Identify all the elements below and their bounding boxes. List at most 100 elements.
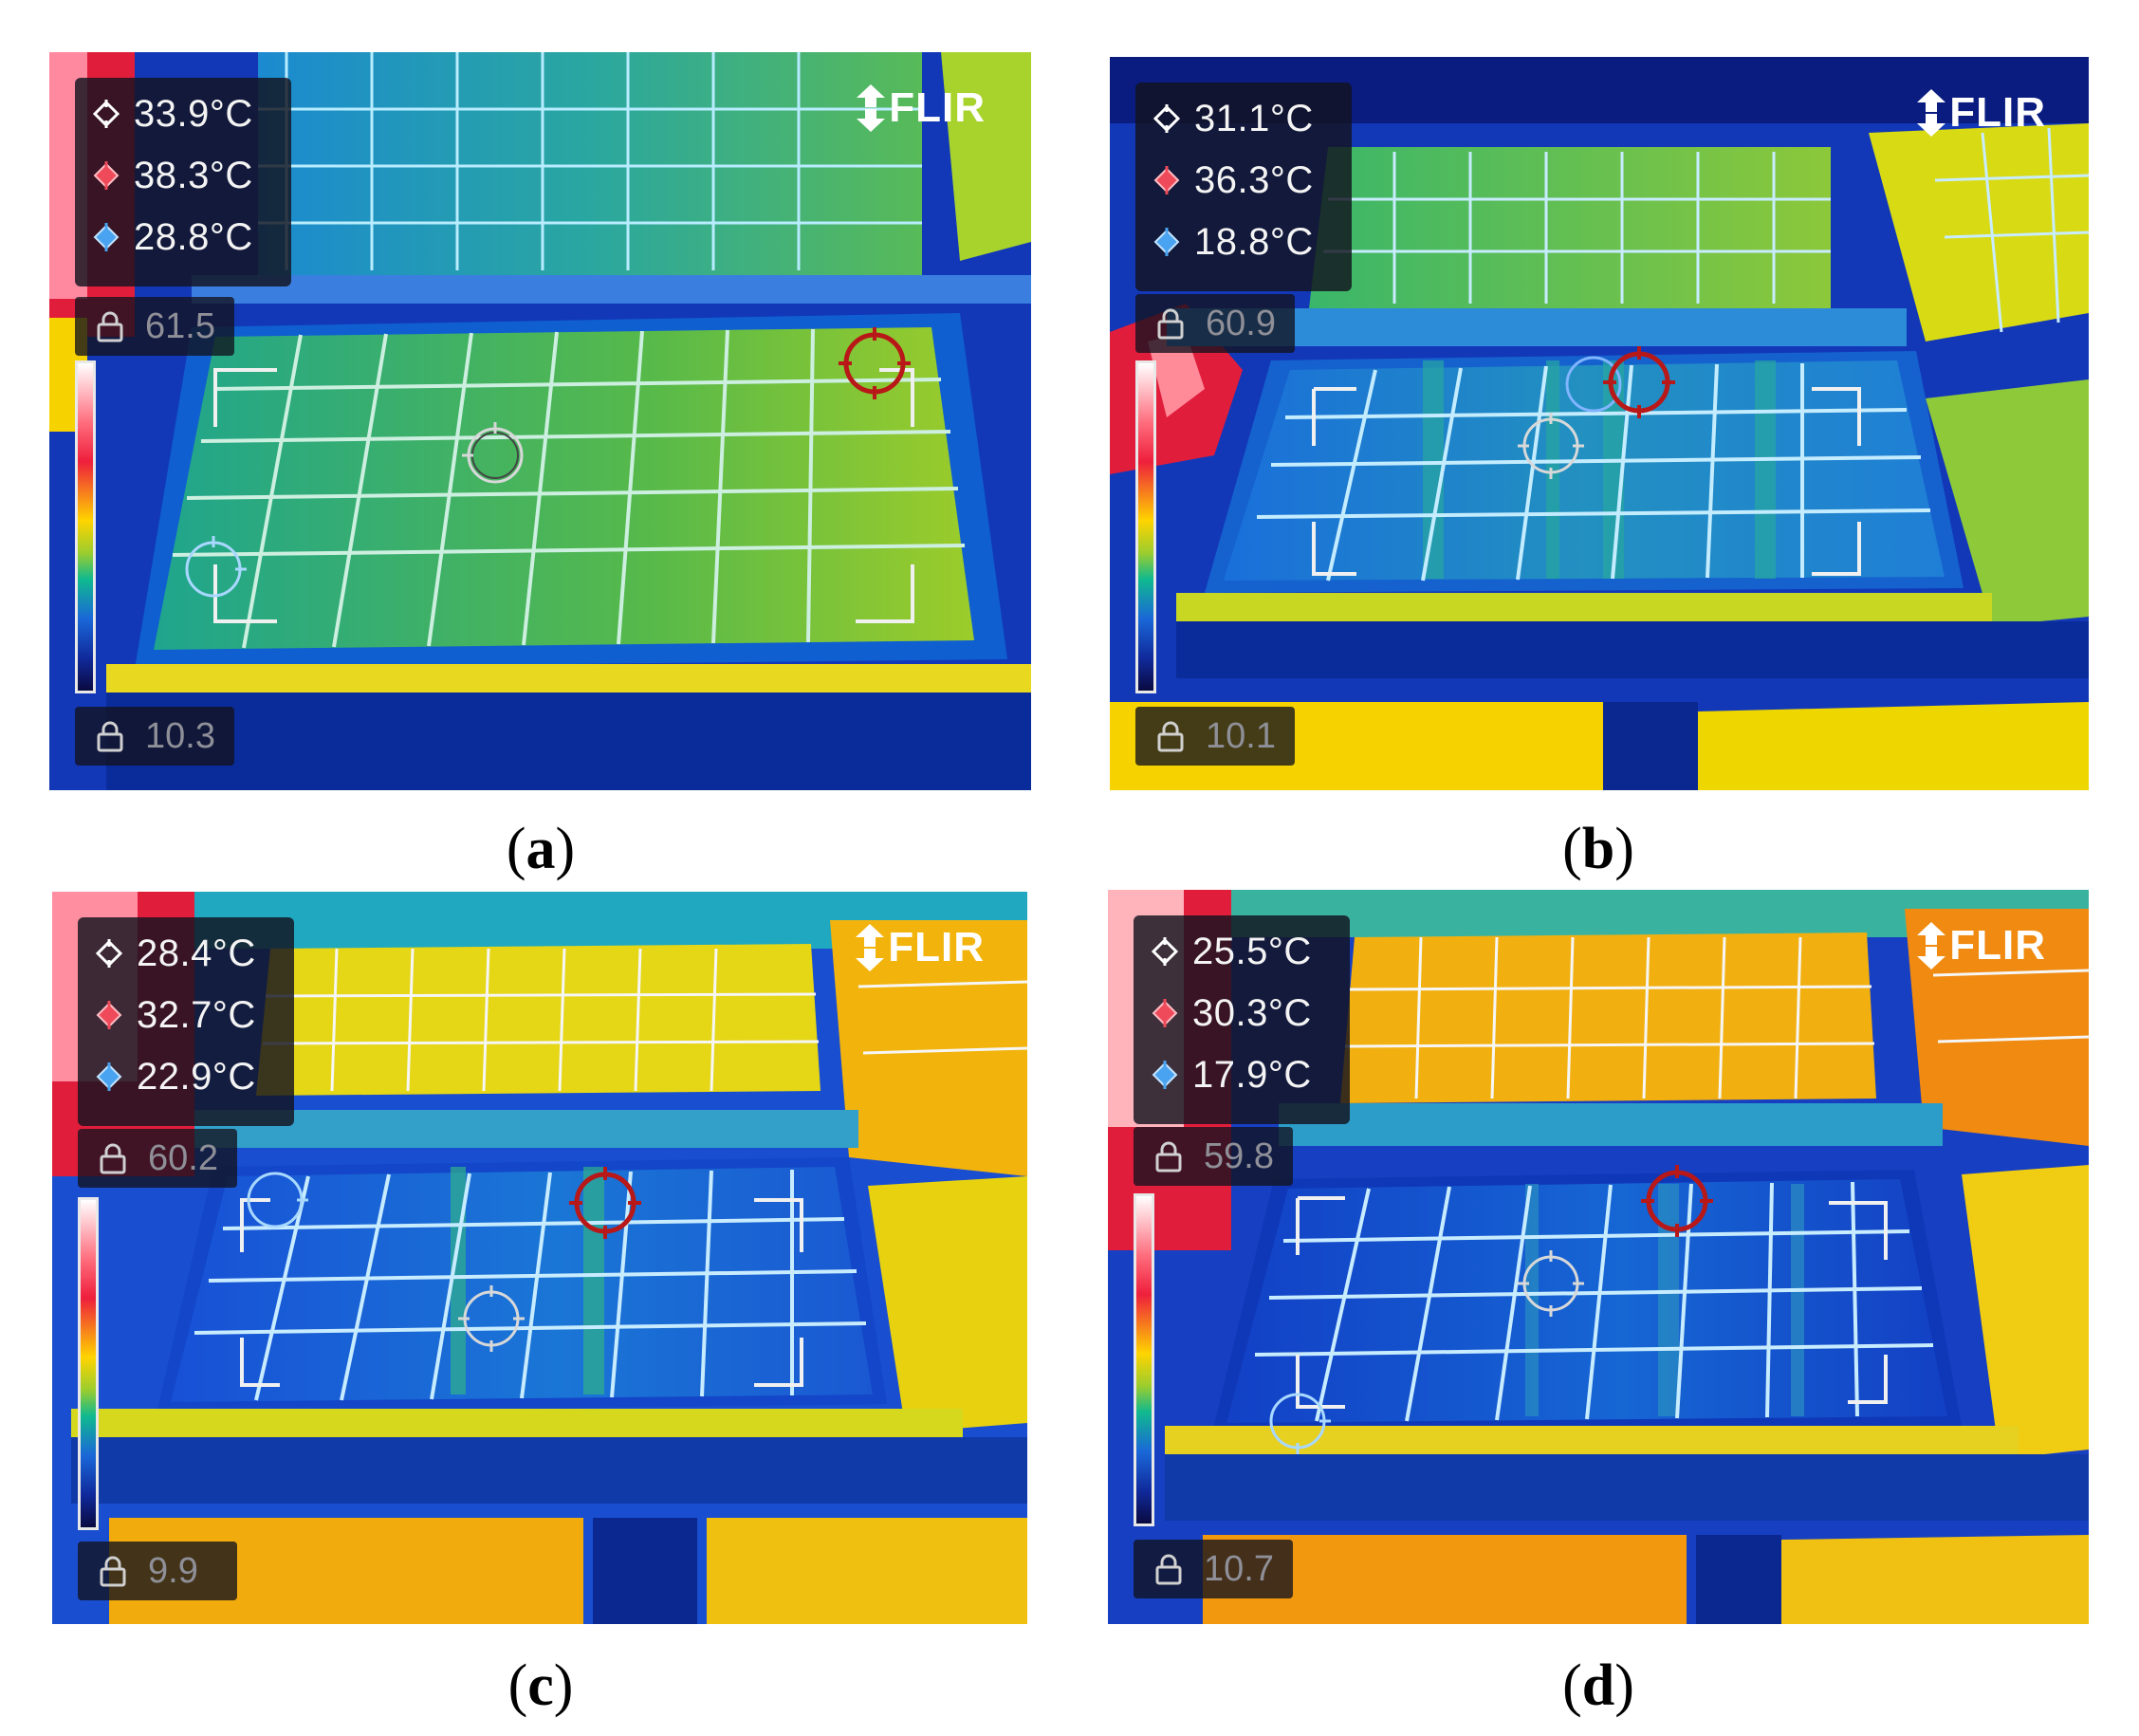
scale-min-value: 10.3: [145, 715, 215, 756]
flir-mark-icon: [857, 84, 886, 132]
scale-max-b: 60.9: [1135, 294, 1295, 353]
center-spot-icon: [1151, 937, 1179, 966]
flir-mark-icon: [856, 924, 885, 971]
lock-icon: [1155, 1141, 1182, 1173]
lock-icon: [100, 1143, 126, 1174]
scale-min-a: 10.3: [75, 707, 234, 766]
center-spot-reading: 31.1°C: [1152, 97, 1314, 139]
hot-spot-icon: [1152, 999, 1178, 1027]
thermal-image-c: 28.4°C 32.7°C 22.9°C FLIR 60.2 9.9: [52, 892, 1027, 1624]
cold-spot-marker-b: [1565, 356, 1622, 413]
flir-mark-icon: [1917, 922, 1946, 970]
hot-spot-reading: 32.7°C: [95, 993, 256, 1036]
lock-icon: [100, 1556, 126, 1587]
temperature-readout-c: 28.4°C 32.7°C 22.9°C: [78, 917, 294, 1126]
lock-icon: [97, 311, 123, 342]
center-spot-icon: [92, 100, 120, 128]
hot-spot-marker-b: [1603, 346, 1675, 418]
scale-max-value: 60.2: [148, 1137, 218, 1178]
scale-min-b: 10.1: [1135, 707, 1295, 766]
flir-logo-b: FLIR: [1917, 89, 2046, 137]
cold-spot-reading: 18.8°C: [1152, 220, 1314, 263]
hot-spot-icon: [96, 1001, 122, 1029]
center-spot-marker-a: [462, 422, 524, 484]
hot-spot-value: 30.3°C: [1192, 991, 1312, 1034]
flir-mark-icon: [1917, 89, 1946, 137]
flir-logo-c: FLIR: [856, 924, 985, 971]
hot-spot-reading: 36.3°C: [1152, 158, 1314, 201]
color-scale-bar-a: [75, 360, 96, 693]
hot-spot-marker-d: [1641, 1165, 1713, 1237]
temperature-readout-d: 25.5°C 30.3°C 17.9°C: [1134, 915, 1350, 1124]
temperature-readout-b: 31.1°C 36.3°C 18.8°C: [1135, 83, 1352, 291]
scale-min-d: 10.7: [1134, 1540, 1293, 1598]
scale-min-value: 9.9: [148, 1550, 198, 1591]
cold-spot-reading: 22.9°C: [95, 1055, 256, 1098]
center-spot-marker-d: [1518, 1250, 1584, 1317]
caption-a: (a): [506, 817, 576, 881]
lock-icon: [1157, 721, 1184, 752]
hot-spot-reading: 38.3°C: [92, 154, 253, 196]
color-scale-bar-b: [1135, 360, 1156, 693]
caption-d: (d): [1562, 1653, 1634, 1718]
cold-spot-value: 18.8°C: [1194, 220, 1314, 263]
cold-spot-value: 28.8°C: [134, 215, 253, 258]
center-spot-icon: [1152, 104, 1181, 133]
scale-max-value: 59.8: [1204, 1136, 1274, 1176]
hot-spot-marker-a: [839, 327, 911, 399]
cold-spot-marker-a: [185, 536, 247, 598]
flir-logo-text: FLIR: [1949, 922, 2046, 969]
flir-logo-text: FLIR: [888, 924, 985, 970]
center-spot-value: 33.9°C: [134, 92, 253, 135]
hot-spot-value: 38.3°C: [134, 154, 253, 196]
hot-spot-marker-c: [569, 1167, 641, 1239]
cold-spot-value: 22.9°C: [137, 1055, 256, 1098]
lock-icon: [1155, 1554, 1182, 1585]
thermal-image-d: 25.5°C 30.3°C 17.9°C FLIR 59.8 10.7: [1108, 890, 2089, 1624]
flir-logo-text: FLIR: [889, 84, 986, 131]
scale-min-value: 10.1: [1206, 715, 1276, 756]
center-spot-reading: 33.9°C: [92, 92, 253, 135]
caption-c: (c): [507, 1653, 574, 1718]
flir-logo-text: FLIR: [1949, 89, 2046, 136]
cold-spot-value: 17.9°C: [1192, 1053, 1312, 1096]
cold-spot-marker-d: [1269, 1393, 1331, 1454]
scale-max-c: 60.2: [78, 1129, 237, 1188]
hot-spot-value: 36.3°C: [1194, 158, 1314, 201]
scale-max-d: 59.8: [1134, 1127, 1293, 1186]
hot-spot-icon: [1153, 166, 1180, 194]
scale-min-c: 9.9: [78, 1542, 237, 1600]
scale-max-value: 61.5: [145, 305, 215, 346]
temperature-readout-a: 33.9°C 38.3°C 28.8°C: [75, 78, 291, 286]
hot-spot-icon: [93, 161, 120, 190]
scale-max-value: 60.9: [1206, 303, 1276, 343]
thermal-image-b: 31.1°C 36.3°C 18.8°C FLIR 60.9 10.1: [1110, 57, 2089, 790]
hot-spot-value: 32.7°C: [137, 993, 256, 1036]
center-spot-icon: [95, 939, 123, 968]
cold-spot-icon: [1152, 1061, 1178, 1089]
lock-icon: [97, 721, 123, 752]
center-spot-value: 31.1°C: [1194, 97, 1314, 139]
flir-logo-d: FLIR: [1917, 922, 2046, 970]
scale-min-value: 10.7: [1204, 1548, 1274, 1589]
center-spot-marker-c: [458, 1285, 525, 1352]
cold-spot-marker-c: [247, 1172, 308, 1228]
scale-max-a: 61.5: [75, 297, 234, 356]
hot-spot-reading: 30.3°C: [1151, 991, 1312, 1034]
cold-spot-icon: [93, 223, 120, 251]
thermal-scene-c: [52, 892, 1027, 1624]
thermal-scene-a: [49, 52, 1031, 790]
cold-spot-icon: [1153, 228, 1180, 256]
color-scale-bar-c: [78, 1197, 99, 1530]
cold-spot-icon: [96, 1062, 122, 1091]
center-spot-reading: 25.5°C: [1151, 930, 1312, 972]
center-spot-reading: 28.4°C: [95, 932, 256, 974]
cold-spot-reading: 28.8°C: [92, 215, 253, 258]
thermal-image-a: 33.9°C 38.3°C 28.8°C FLIR 61.5 10.3: [49, 52, 1031, 790]
caption-b: (b): [1562, 817, 1634, 881]
center-spot-value: 25.5°C: [1192, 930, 1312, 972]
color-scale-bar-d: [1134, 1193, 1154, 1526]
cold-spot-reading: 17.9°C: [1151, 1053, 1312, 1096]
center-spot-value: 28.4°C: [137, 932, 256, 974]
flir-logo-a: FLIR: [857, 84, 986, 132]
